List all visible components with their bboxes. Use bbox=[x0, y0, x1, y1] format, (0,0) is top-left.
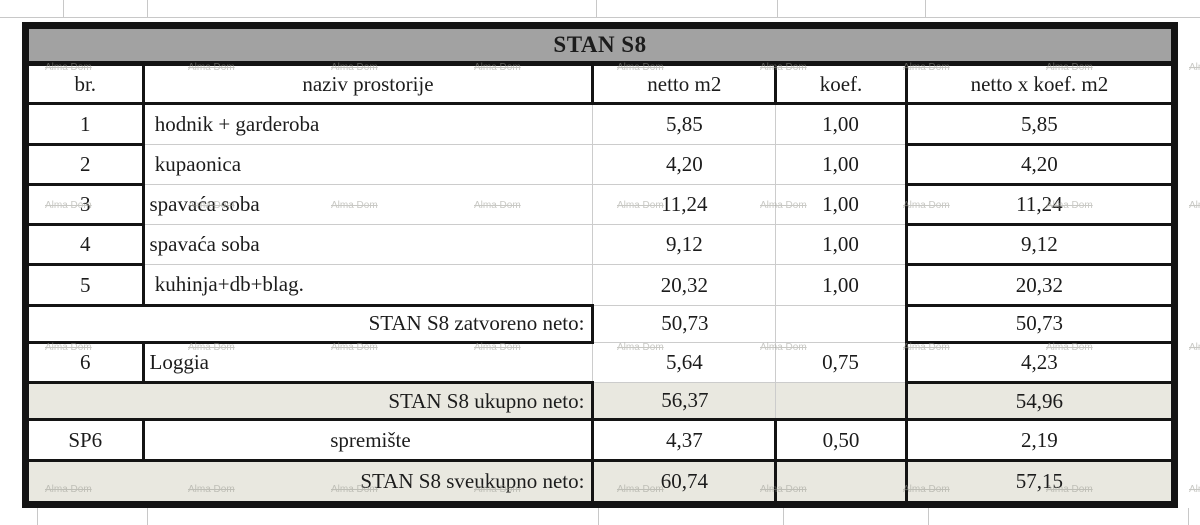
table-row-room: 1 hodnik + garderoba 5,85 1,00 5,85 bbox=[24, 102, 1177, 146]
room-number: SP6 bbox=[24, 418, 145, 462]
room-netto-x-koef: 9,12 bbox=[904, 223, 1177, 267]
subtotal-koef bbox=[775, 305, 908, 343]
table-row-subtotal: STAN S8 ukupno neto: 56,37 54,96 bbox=[23, 381, 1177, 422]
table-row-room: 4 spavaća soba 9,12 1,00 9,12 bbox=[24, 223, 1177, 267]
background-gridline bbox=[783, 508, 784, 525]
subtotal-netto-x-koef: 57,15 bbox=[904, 458, 1177, 507]
room-netto: 4,37 bbox=[591, 418, 778, 462]
background-gridline bbox=[1188, 508, 1189, 525]
room-netto: 9,12 bbox=[592, 224, 777, 266]
room-number: 6 bbox=[24, 340, 145, 385]
table-header-row: br. naziv prostorije netto m2 koef. netto x … bbox=[24, 62, 1177, 106]
table-row-room: SP6 spremište 4,37 0,50 2,19 bbox=[24, 418, 1177, 462]
area-table: STAN S8 br. naziv prostorije netto m2 koef.… bbox=[22, 22, 1178, 508]
column-header-koef: koef. bbox=[774, 62, 908, 106]
background-gridline bbox=[37, 508, 38, 525]
room-netto-x-koef: 2,19 bbox=[904, 418, 1177, 462]
room-number: 1 bbox=[24, 102, 145, 146]
room-name: Loggia bbox=[141, 342, 594, 384]
subtotal-label: STAN S8 ukupno neto: bbox=[23, 381, 595, 422]
room-name: kupaonica bbox=[141, 144, 594, 185]
watermark-text: Alma Dom bbox=[1189, 484, 1200, 495]
column-header-naziv: naziv prostorije bbox=[141, 62, 595, 106]
column-header-netto: netto m2 bbox=[591, 62, 778, 106]
background-gridline bbox=[147, 508, 148, 525]
background-gridline bbox=[63, 0, 64, 18]
watermark-text: Alma Dom bbox=[1189, 62, 1200, 73]
room-koef: 1,00 bbox=[775, 184, 908, 226]
subtotal-netto: 60,74 bbox=[591, 458, 778, 507]
room-koef: 0,50 bbox=[774, 418, 908, 462]
room-name: spavaća soba bbox=[141, 184, 594, 226]
column-header-br: br. bbox=[24, 62, 145, 106]
background-gridline bbox=[0, 17, 1200, 18]
table-row-subtotal: STAN S8 sveukupno neto: 60,74 57,15 bbox=[23, 458, 1177, 507]
room-netto-x-koef: 4,23 bbox=[904, 340, 1177, 385]
table-row-room: 6 Loggia 5,64 0,75 4,23 bbox=[24, 340, 1177, 385]
room-koef: 1,00 bbox=[775, 224, 908, 266]
background-gridline bbox=[777, 0, 778, 18]
background-gridline bbox=[147, 0, 148, 18]
subtotal-netto-x-koef: 54,96 bbox=[904, 381, 1177, 422]
background-gridline bbox=[598, 508, 599, 525]
room-koef: 0,75 bbox=[775, 342, 908, 384]
page-title: STAN S8 bbox=[25, 25, 1175, 67]
room-netto: 4,20 bbox=[592, 144, 777, 185]
background-gridline bbox=[925, 0, 926, 18]
room-netto: 5,64 bbox=[592, 342, 777, 384]
room-netto-x-koef: 11,24 bbox=[904, 182, 1177, 227]
room-name: spremište bbox=[141, 418, 595, 462]
watermark-text: Alma Dom bbox=[1189, 342, 1200, 353]
subtotal-netto-x-koef: 50,73 bbox=[904, 303, 1177, 344]
room-netto: 5,85 bbox=[592, 103, 777, 145]
room-netto-x-koef: 20,32 bbox=[904, 263, 1177, 307]
table-title-row: STAN S8 bbox=[25, 25, 1175, 67]
stan-s8-table: STAN S8 br. naziv prostorije netto m2 koef.… bbox=[22, 22, 1178, 508]
room-name: hodnik + garderoba bbox=[141, 103, 594, 145]
table-row-subtotal: STAN S8 zatvoreno neto: 50,73 50,73 bbox=[23, 303, 1177, 344]
room-name: kuhinja+db+blag. bbox=[141, 264, 594, 306]
subtotal-koef bbox=[774, 458, 908, 507]
room-number: 2 bbox=[24, 142, 145, 186]
subtotal-label: STAN S8 zatvoreno neto: bbox=[23, 303, 595, 344]
table-row-room: 5 kuhinja+db+blag. 20,32 1,00 20,32 bbox=[24, 263, 1177, 307]
subtotal-koef bbox=[775, 382, 908, 421]
room-number: 5 bbox=[24, 263, 145, 307]
room-koef: 1,00 bbox=[775, 144, 908, 185]
room-netto: 11,24 bbox=[592, 184, 777, 226]
background-gridline bbox=[596, 0, 597, 18]
room-number: 3 bbox=[24, 182, 145, 227]
table-row-room: 2 kupaonica 4,20 1,00 4,20 bbox=[24, 142, 1177, 186]
subtotal-netto: 56,37 bbox=[592, 382, 777, 421]
table-row-room: 3 spavaća soba 11,24 1,00 11,24 bbox=[24, 182, 1177, 227]
room-koef: 1,00 bbox=[775, 103, 908, 145]
room-netto-x-koef: 5,85 bbox=[904, 102, 1177, 146]
subtotal-label: STAN S8 sveukupno neto: bbox=[23, 458, 595, 507]
room-koef: 1,00 bbox=[775, 264, 908, 306]
room-netto: 20,32 bbox=[592, 264, 777, 306]
room-netto-x-koef: 4,20 bbox=[904, 142, 1177, 186]
room-name: spavaća soba bbox=[141, 224, 594, 266]
column-header-netto-x-koef: netto x koef. m2 bbox=[904, 62, 1177, 106]
room-number: 4 bbox=[24, 223, 145, 267]
watermark-text: Alma Dom bbox=[1189, 200, 1200, 211]
subtotal-netto: 50,73 bbox=[592, 305, 777, 343]
background-gridline bbox=[928, 508, 929, 525]
